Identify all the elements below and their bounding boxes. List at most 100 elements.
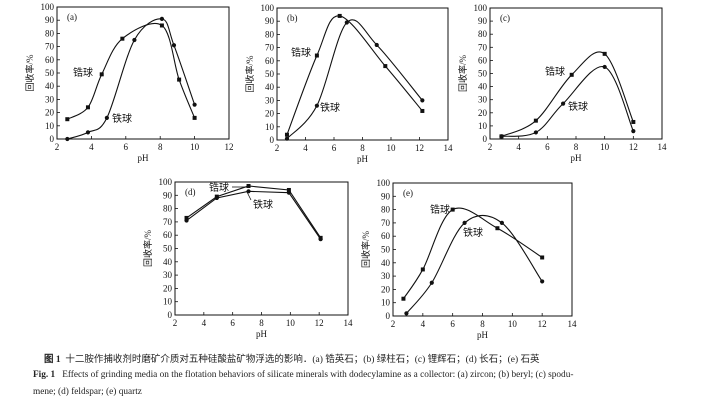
data-point-square <box>65 117 70 122</box>
data-point-circle <box>192 102 197 107</box>
y-tick-label: 10 <box>163 297 173 307</box>
data-point-square <box>569 72 574 77</box>
data-point-circle <box>284 136 290 141</box>
y-tick-label: 60 <box>478 55 488 65</box>
y-tick-label: 100 <box>474 3 488 13</box>
x-tick-label: 12 <box>225 142 234 152</box>
data-point-square <box>420 108 425 113</box>
data-point-circle <box>602 64 607 70</box>
x-axis-label: pH <box>256 329 268 339</box>
y-tick-label: 80 <box>381 205 391 215</box>
series-line-zirconia-ball <box>186 185 322 239</box>
y-tick-label: 60 <box>163 230 173 240</box>
y-axis-label: 回收率/% <box>24 54 35 92</box>
x-tick-label: 10 <box>508 319 518 329</box>
x-tick-label: 2 <box>391 319 396 329</box>
x-tick-label: 14 <box>444 143 454 153</box>
y-tick-label: 20 <box>45 108 55 118</box>
x-tick-label: 10 <box>286 318 296 328</box>
x-tick-label: 12 <box>315 318 324 328</box>
data-point-circle <box>214 195 219 201</box>
x-tick-label: 2 <box>55 142 60 152</box>
y-tick-label: 70 <box>381 218 391 228</box>
data-point-circle <box>184 218 189 223</box>
x-tick-label: 12 <box>538 319 547 329</box>
y-tick-label: 80 <box>163 204 173 214</box>
data-point-square <box>177 77 182 82</box>
plot-frame <box>489 7 663 140</box>
series-line-iron-ball <box>186 190 322 240</box>
x-tick-label: 10 <box>190 142 200 152</box>
panel-label: (a) <box>67 12 77 22</box>
y-tick-label: 70 <box>45 42 55 52</box>
panel-label: (b) <box>287 13 298 23</box>
data-point-circle <box>499 220 504 225</box>
data-point-circle <box>85 130 91 135</box>
series-annotation: 锆球 <box>545 65 565 78</box>
x-tick-label: 6 <box>450 319 455 329</box>
chart-e: 0 10 20 30 40 50 60 70 80 90 100 2 4 6 8 10 12 14 pH 回收率/% (… <box>360 178 577 340</box>
y-tick-label: 100 <box>377 178 391 188</box>
x-tick-label: 10 <box>387 143 397 153</box>
x-tick-label: 6 <box>124 142 129 152</box>
data-point-square <box>85 105 90 110</box>
y-tick-label: 40 <box>45 81 55 91</box>
x-tick-label: 8 <box>259 318 264 328</box>
data-point-circle <box>171 43 177 48</box>
y-tick-label: 10 <box>265 122 275 132</box>
y-tick-label: 40 <box>265 82 275 92</box>
x-axis-label: pH <box>138 153 150 163</box>
series-annotation: 铁球 <box>320 101 340 114</box>
panel-label: (d) <box>185 187 196 197</box>
data-point-square <box>286 187 291 192</box>
y-tick-label: 10 <box>381 298 391 308</box>
y-tick-label: 20 <box>265 109 275 119</box>
y-tick-label: 30 <box>478 95 488 105</box>
series-annotation: 锆球 <box>430 203 450 216</box>
y-axis-label: 回收率/% <box>457 54 468 92</box>
chart-a: 0 10 20 30 40 50 60 70 80 90 100 2 4 6 8 10 12 pH 回收率/% (a)… <box>24 2 234 163</box>
data-point-circle <box>159 16 165 21</box>
caption-cn: 图 1 十二胺作捕收剂时磨矿介质对五种硅酸盐矿物浮选的影响．(a) 锆英石；(b… <box>44 351 540 365</box>
data-point-square <box>533 118 538 123</box>
y-tick-label: 20 <box>163 283 173 293</box>
series-line-zirconia-ball <box>402 207 543 300</box>
data-point-square <box>159 23 164 28</box>
y-axis-label: 回收率/% <box>360 230 371 268</box>
x-tick-label: 2 <box>173 318 178 328</box>
y-tick-label: 50 <box>163 244 173 254</box>
y-tick-label: 40 <box>478 82 488 92</box>
data-point-circle <box>374 42 379 48</box>
series-annotation: 铁球 <box>568 100 588 113</box>
series-annotation: 铁球 <box>463 226 483 239</box>
x-tick-label: 8 <box>574 142 579 152</box>
y-tick-label: 10 <box>45 121 55 131</box>
y-tick-label: 40 <box>381 258 391 268</box>
y-tick-label: 70 <box>163 217 173 227</box>
x-tick-label: 2 <box>488 142 493 152</box>
y-tick-label: 0 <box>50 134 55 144</box>
data-point-circle <box>104 115 109 120</box>
x-tick-label: 6 <box>230 318 235 328</box>
caption-cn-text: 十二胺作捕收剂时磨矿介质对五种硅酸盐矿物浮选的影响．(a) 锆英石；(b) 绿柱… <box>65 355 540 365</box>
y-axis-label: 回收率/% <box>142 229 153 267</box>
data-point-square <box>120 36 125 41</box>
y-tick-label: 30 <box>381 271 391 281</box>
data-point-square <box>284 132 289 137</box>
x-tick-label: 4 <box>516 142 521 152</box>
y-tick-label: 80 <box>45 28 55 38</box>
x-tick-label: 10 <box>600 142 610 152</box>
caption-en-line1: Fig. 1 Effects of grinding media on the … <box>33 370 573 380</box>
y-tick-label: 70 <box>478 42 488 52</box>
x-axis-label: pH <box>477 330 489 340</box>
data-point-circle <box>533 130 538 135</box>
chart-d: 0 10 20 30 40 50 60 70 80 90 100 2 4 6 8 10 12 14 pH 回收率/% (… <box>142 177 353 339</box>
data-point-square <box>192 115 197 120</box>
annotation-arrow <box>246 191 252 201</box>
y-tick-label: 60 <box>381 231 391 241</box>
y-tick-label: 30 <box>265 95 275 105</box>
y-tick-label: 70 <box>265 43 275 53</box>
y-tick-label: 60 <box>265 56 275 66</box>
data-point-square <box>99 72 104 77</box>
